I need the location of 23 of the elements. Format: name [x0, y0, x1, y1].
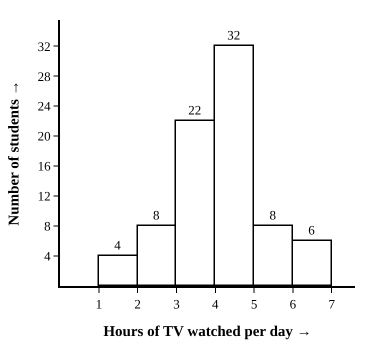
y-axis-title: Number of students →: [6, 80, 22, 226]
x-tick-label: 1: [96, 296, 102, 312]
data-label: 6: [308, 222, 316, 238]
data-label: 4: [114, 237, 122, 252]
y-tick-label: 4: [44, 248, 52, 264]
y-tick-label: 20: [38, 128, 51, 144]
x-tick-label: 6: [290, 296, 297, 312]
y-tick-label: 12: [38, 188, 51, 204]
x-tick-label: 3: [173, 296, 180, 312]
x-tick-label: 2: [134, 296, 141, 312]
data-label: 32: [227, 27, 240, 42]
x-tick-label: 4: [212, 296, 220, 312]
y-tick-label: 28: [38, 68, 51, 84]
y-tick-label: 32: [38, 38, 51, 54]
data-label: 22: [188, 102, 202, 118]
x-tick-label: 7: [328, 296, 336, 312]
data-label: 8: [153, 207, 160, 222]
x-axis-title: Hours of TV watched per day →: [103, 324, 312, 340]
y-tick-label: 16: [38, 158, 52, 174]
y-tick-label: 24: [38, 98, 52, 114]
data-label: 8: [270, 207, 276, 222]
y-tick-label: 8: [44, 218, 51, 234]
x-tick-label: 5: [250, 296, 258, 312]
